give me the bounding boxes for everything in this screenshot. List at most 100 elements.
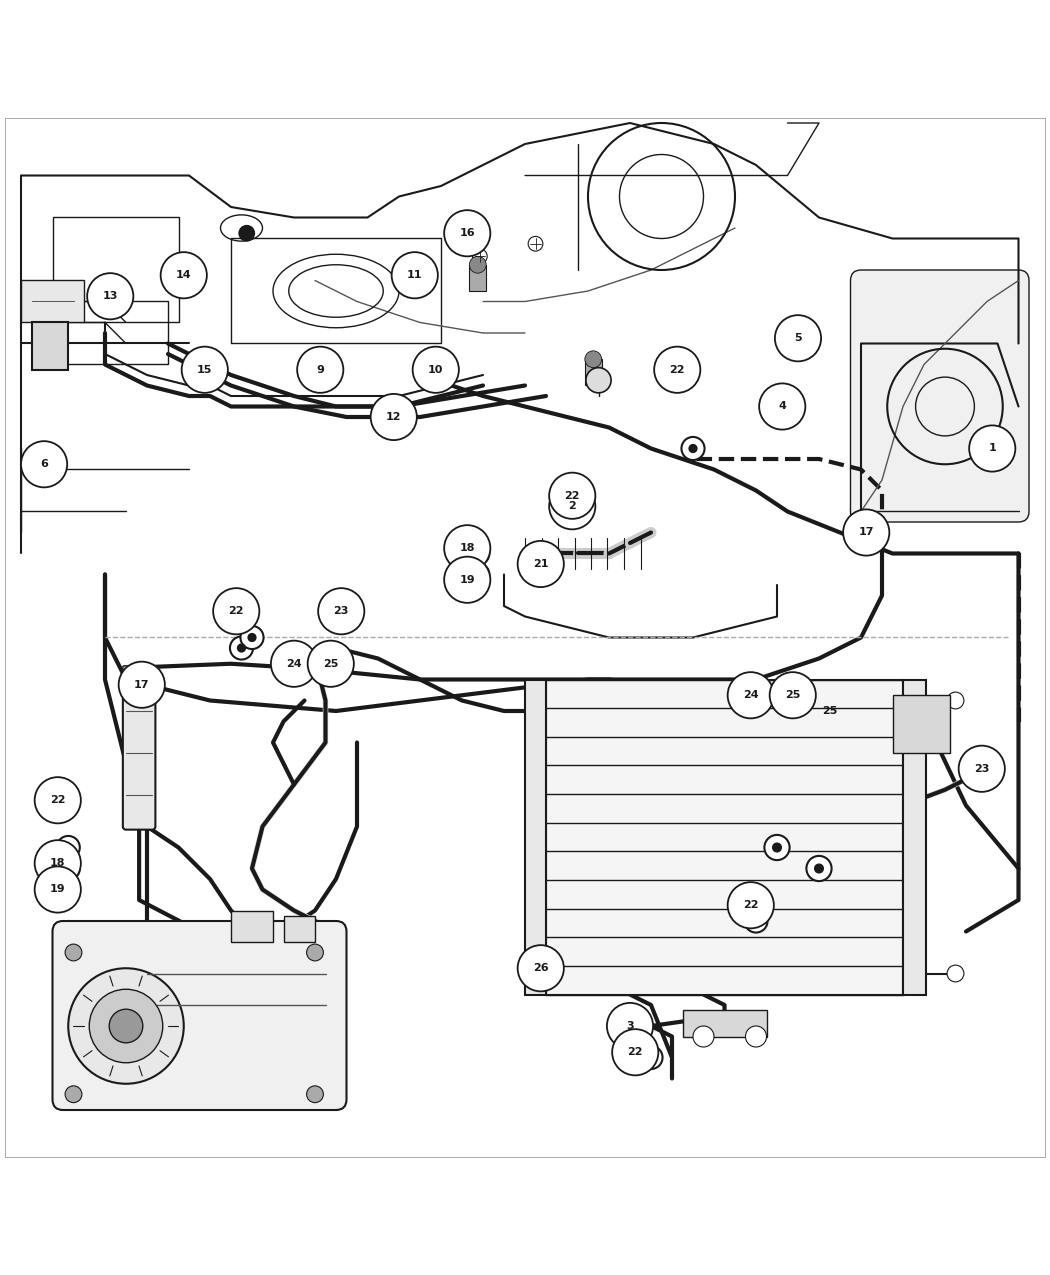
Text: 3: 3 [626,1021,634,1031]
Circle shape [693,1026,714,1047]
Circle shape [371,394,417,440]
Circle shape [647,1053,655,1062]
Circle shape [746,1026,766,1047]
Circle shape [607,1003,653,1049]
Circle shape [21,441,67,487]
Circle shape [238,224,255,242]
Circle shape [772,843,782,853]
Circle shape [759,384,805,430]
Text: 19: 19 [50,885,65,895]
Text: 23: 23 [334,606,349,616]
Text: 17: 17 [134,680,149,690]
Text: 10: 10 [428,365,443,375]
Text: 19: 19 [460,575,475,585]
Circle shape [413,347,459,393]
FancyBboxPatch shape [123,676,155,830]
Text: 12: 12 [386,412,401,422]
Circle shape [472,249,487,264]
Bar [682,1010,766,1037]
Text: 11: 11 [407,270,422,280]
Circle shape [230,636,253,659]
Bar [231,910,273,942]
Circle shape [586,367,611,393]
Text: 24: 24 [780,706,795,717]
Text: 2: 2 [568,501,576,511]
Bar [546,680,903,994]
Circle shape [213,588,259,635]
Text: 18: 18 [50,858,65,868]
Text: 25: 25 [785,690,800,700]
Text: 24: 24 [743,690,758,700]
Bar [585,360,602,385]
Text: 25: 25 [822,706,837,717]
Circle shape [654,347,700,393]
Bar [892,695,950,754]
Circle shape [770,672,816,718]
Text: 22: 22 [743,900,758,910]
Text: 1: 1 [988,444,996,454]
Text: 23: 23 [974,764,989,774]
Text: 22: 22 [628,1047,643,1057]
Text: 15: 15 [197,365,212,375]
Circle shape [474,570,482,579]
Text: 18: 18 [460,543,475,553]
Circle shape [87,273,133,319]
Circle shape [65,944,82,961]
Circle shape [64,843,72,852]
Circle shape [35,867,81,913]
Circle shape [555,490,579,513]
Circle shape [806,856,832,881]
Circle shape [271,640,317,687]
Circle shape [549,483,595,529]
Circle shape [35,778,81,824]
Circle shape [728,882,774,928]
Circle shape [549,473,595,519]
Text: 14: 14 [176,270,191,280]
Circle shape [466,542,489,565]
Text: 6: 6 [40,459,48,469]
Circle shape [119,662,165,708]
Circle shape [65,1086,82,1103]
FancyBboxPatch shape [52,921,346,1111]
Text: 17: 17 [859,528,874,538]
Bar [469,265,486,291]
Circle shape [947,692,964,709]
Text: 13: 13 [103,291,118,301]
Circle shape [775,315,821,361]
Circle shape [248,632,256,643]
Text: 16: 16 [460,228,475,238]
Circle shape [161,252,207,298]
Circle shape [843,510,889,556]
Circle shape [318,588,364,635]
Text: 25: 25 [323,659,338,669]
Text: 21: 21 [533,558,548,569]
Circle shape [308,640,354,687]
Text: 5: 5 [794,333,802,343]
Circle shape [444,557,490,603]
Circle shape [744,909,768,932]
Circle shape [444,525,490,571]
Circle shape [612,1029,658,1075]
Circle shape [469,256,486,273]
Circle shape [689,444,697,453]
Text: 22: 22 [50,796,65,806]
Circle shape [64,864,72,873]
Text: 24: 24 [287,659,301,669]
Circle shape [969,426,1015,472]
Circle shape [182,347,228,393]
Circle shape [444,210,490,256]
Circle shape [728,672,774,718]
Circle shape [764,835,790,861]
Text: 22: 22 [229,606,244,616]
Text: 26: 26 [533,963,548,973]
Bar [42,301,168,365]
Bar [21,280,84,323]
Circle shape [237,644,246,653]
Circle shape [297,347,343,393]
Circle shape [814,863,824,873]
Circle shape [959,746,1005,792]
FancyBboxPatch shape [123,666,155,681]
Circle shape [57,836,80,859]
Circle shape [392,252,438,298]
Text: 22: 22 [565,491,580,501]
